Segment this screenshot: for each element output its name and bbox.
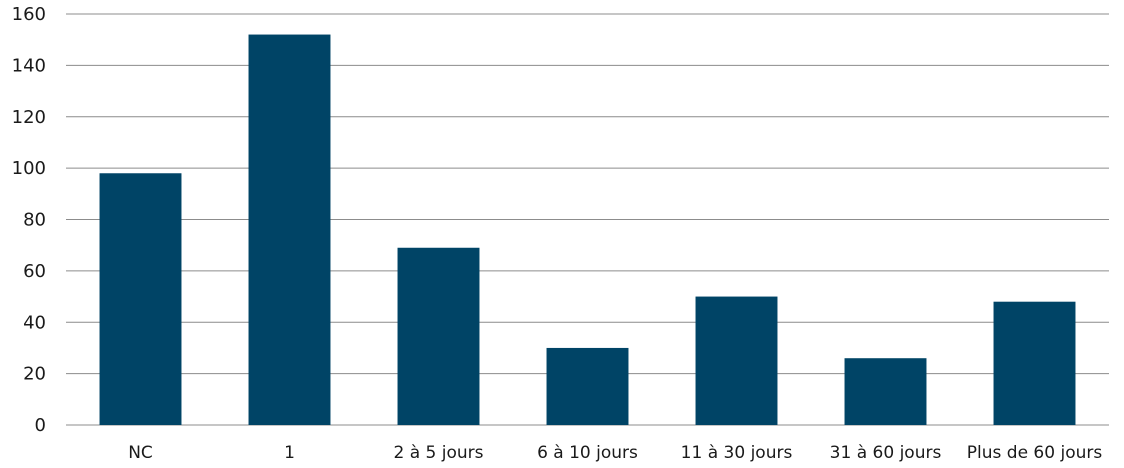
y-tick-label-20: 20 [23,364,46,385]
y-tick-label-140: 140 [12,55,46,76]
y-tick-label-80: 80 [23,210,46,231]
x-axis-category-labels: NC 1 2 à 5 jours 6 à 10 jours 11 à 30 jours 3… [128,443,1102,463]
bar-2 [397,247,480,425]
y-axis-tick-labels: 0 20 40 60 80 100 120 140 160 [12,4,46,436]
bar-1 [248,34,331,426]
bar-0 [99,173,182,425]
bar-6 [993,301,1076,425]
y-tick-label-40: 40 [23,312,46,333]
x-category-label-2: 2 à 5 jours [393,443,483,463]
x-category-label-6: Plus de 60 jours [967,443,1103,463]
x-category-label-5: 31 à 60 jours [830,443,942,463]
bars [99,34,1076,426]
y-tick-label-100: 100 [12,158,46,179]
x-category-label-1: 1 [284,443,295,463]
bar-4 [695,296,778,425]
x-category-label-4: 11 à 30 jours [681,443,793,463]
bar-5 [844,358,927,425]
x-category-label-0: NC [128,443,153,463]
gridlines [66,13,1109,426]
y-tick-label-60: 60 [23,261,46,282]
bar-3 [546,347,629,425]
x-category-label-3: 6 à 10 jours [537,443,638,463]
y-tick-label-160: 160 [12,4,46,25]
y-tick-label-120: 120 [12,107,46,128]
y-tick-label-0: 0 [35,415,46,436]
